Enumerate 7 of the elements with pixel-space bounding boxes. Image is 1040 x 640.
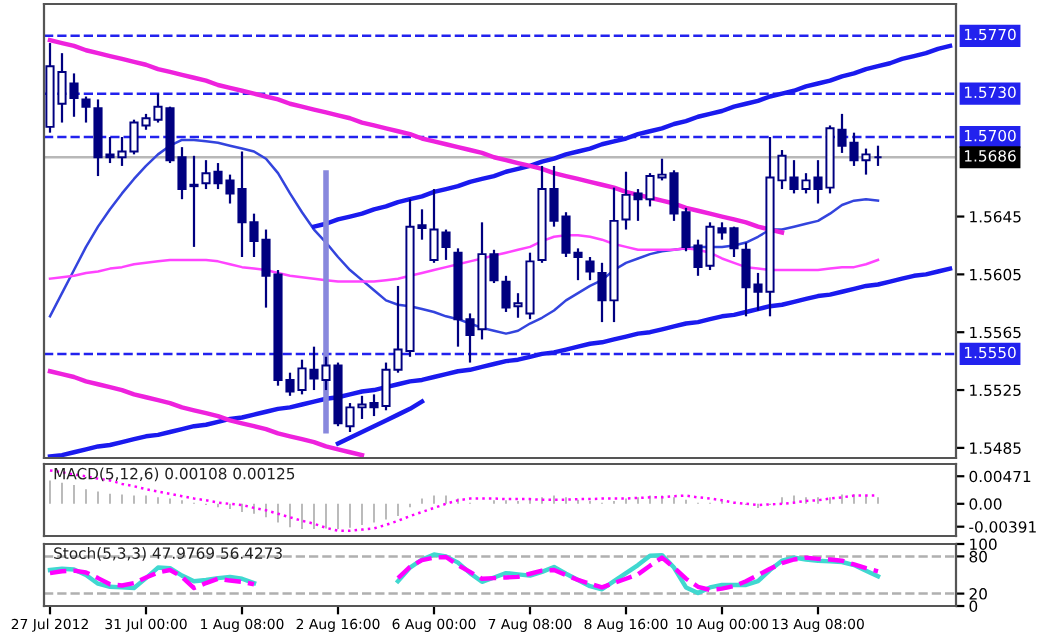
line-series xyxy=(48,469,880,532)
line-series xyxy=(47,369,365,458)
line-series xyxy=(48,138,880,335)
line-series xyxy=(47,37,785,235)
candlestick xyxy=(585,255,595,282)
line-series xyxy=(47,266,953,458)
line-series xyxy=(335,399,425,446)
